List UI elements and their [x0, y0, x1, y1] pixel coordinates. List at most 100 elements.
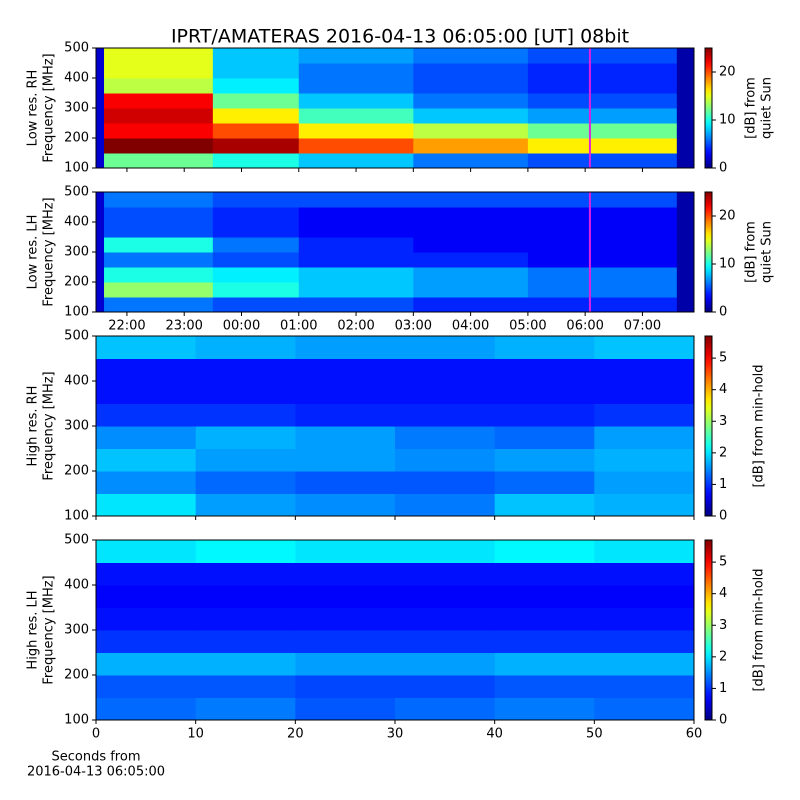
- heatmap-cell: [195, 630, 296, 653]
- heatmap-cell: [195, 562, 296, 586]
- heatmap-cell: [395, 448, 496, 472]
- heatmap-cell: [527, 138, 678, 154]
- heatmap-cell: [96, 108, 105, 124]
- heatmap-cell: [96, 63, 105, 79]
- colorbar-label: quiet Sun: [760, 221, 775, 283]
- heatmap-cell: [96, 675, 197, 698]
- y-tick-label: 100: [64, 713, 89, 728]
- heatmap-cell: [594, 540, 695, 563]
- heatmap-cell: [212, 192, 300, 208]
- heatmap-cell: [527, 108, 678, 124]
- heatmap-cell: [212, 252, 300, 268]
- heatmap-cell: [676, 267, 695, 283]
- heatmap-cell: [96, 607, 197, 631]
- heatmap-cell: [527, 207, 678, 223]
- heatmap-cell: [96, 48, 105, 64]
- heatmap-cell: [96, 403, 197, 427]
- heatmap-cell: [96, 336, 197, 359]
- colorbar-label: [dB] from: [744, 77, 759, 139]
- heatmap-cell: [96, 222, 105, 238]
- x-axis-label: Seconds from: [51, 750, 140, 765]
- heatmap-cell: [96, 297, 105, 313]
- y-tick-label: 100: [64, 509, 89, 524]
- y-tick-label: 500: [64, 329, 89, 344]
- heatmap-cell: [195, 403, 296, 427]
- heatmap-cell: [494, 358, 595, 382]
- heatmap-cell: [527, 123, 678, 139]
- colorbar: [704, 335, 713, 517]
- colorbar-tick-label: 10: [719, 113, 736, 128]
- heatmap-cell: [104, 252, 214, 268]
- colorbar-tick-label: 1: [719, 681, 727, 696]
- heatmap-cell: [104, 153, 214, 169]
- heatmap-cell: [104, 48, 214, 64]
- heatmap-cell: [96, 493, 197, 517]
- heatmap-cell: [395, 630, 496, 653]
- heatmap-cell: [676, 93, 695, 109]
- heatmap-cell: [413, 252, 529, 268]
- x-tick-label: 03:00: [395, 319, 432, 334]
- y-tick-label: 100: [64, 161, 89, 176]
- heatmap-cell: [295, 448, 396, 472]
- x-tick-label: 23:00: [165, 319, 202, 334]
- colorbar-label: [dB] from min-hold: [752, 364, 767, 487]
- heatmap-cell: [676, 123, 695, 139]
- x-tick-label: 01:00: [280, 319, 317, 334]
- heatmap-cell: [212, 78, 300, 94]
- heatmap-cell: [298, 282, 414, 298]
- heatmap-cell: [295, 403, 396, 427]
- y-axis-label: Low res. LH: [26, 215, 41, 290]
- heatmap-cell: [594, 448, 695, 472]
- heatmap-cell: [413, 222, 529, 238]
- heatmap-cell: [594, 471, 695, 494]
- heatmap-cell: [295, 585, 396, 608]
- colorbar-tick-label: 4: [719, 586, 727, 601]
- heatmap-cell: [298, 237, 414, 253]
- heatmap-cell: [676, 108, 695, 124]
- colorbar-tick-label: 0: [719, 305, 727, 320]
- heatmap-cell: [104, 207, 214, 223]
- heatmap-cell: [96, 192, 105, 208]
- colorbar-tick-label: 10: [719, 257, 736, 272]
- x-tick-label: 40: [486, 727, 503, 742]
- heatmap-cell: [494, 585, 595, 608]
- heatmap-cell: [298, 78, 414, 94]
- y-tick-label: 200: [64, 464, 89, 479]
- colorbar-tick-label: 20: [719, 65, 736, 80]
- heatmap-cell: [413, 78, 529, 94]
- y-axis-label: Frequency [MHz]: [42, 575, 57, 684]
- heatmap-cell: [295, 336, 396, 359]
- x-axis-label: 2016-04-13 06:05:00: [27, 765, 165, 780]
- heatmap-cell: [212, 297, 300, 313]
- heatmap-cell: [96, 585, 197, 608]
- heatmap-cell: [212, 123, 300, 139]
- colorbar-label: [dB] from min-hold: [752, 568, 767, 691]
- heatmap-cell: [295, 381, 396, 404]
- y-tick-label: 400: [64, 71, 89, 86]
- x-tick-label: 00:00: [223, 319, 260, 334]
- colorbar: [704, 191, 713, 313]
- heatmap-cell: [195, 607, 296, 631]
- heatmap-cell: [395, 652, 496, 676]
- heatmap-cell: [295, 540, 396, 563]
- heatmap-cell: [96, 138, 105, 154]
- heatmap-cell: [96, 540, 197, 563]
- heatmap-cell: [413, 123, 529, 139]
- heatmap-cell: [594, 426, 695, 449]
- heatmap-cell: [298, 63, 414, 79]
- heatmap-cell: [96, 562, 197, 586]
- heatmap-cell: [195, 448, 296, 472]
- x-tick-label: 22:00: [108, 319, 145, 334]
- heatmap-cell: [195, 652, 296, 676]
- heatmap-cell: [494, 652, 595, 676]
- heatmap-cell: [298, 222, 414, 238]
- heatmap-cell: [298, 108, 414, 124]
- heatmap-cell: [413, 207, 529, 223]
- heatmap-cell: [104, 222, 214, 238]
- heatmap-cell: [594, 562, 695, 586]
- heatmap-cell: [295, 697, 396, 721]
- heatmap-cell: [212, 267, 300, 283]
- x-tick-label: 0: [92, 727, 100, 742]
- y-tick-label: 500: [64, 41, 89, 56]
- heatmap-cell: [676, 138, 695, 154]
